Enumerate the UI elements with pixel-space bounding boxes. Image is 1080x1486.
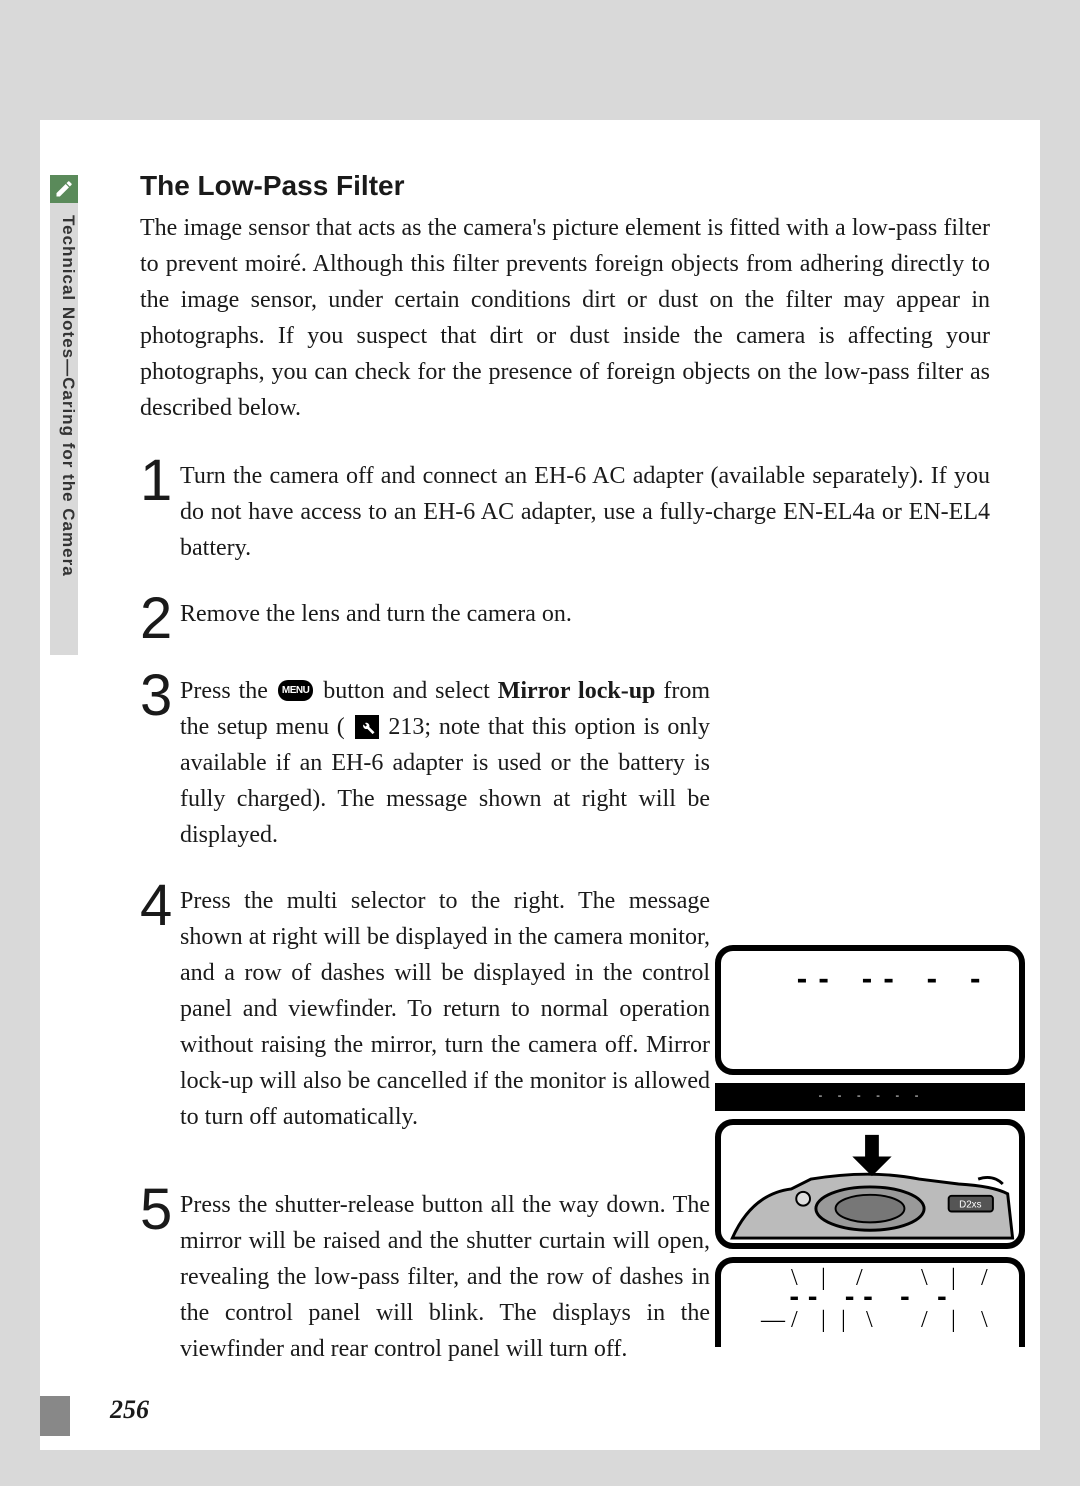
step-number: 1 (140, 456, 180, 505)
lcd-blink-figure: -- -- - - \ | / \ | / — / | | \ / | \ (715, 1257, 1025, 1347)
lcd-panel-figure: -- -- - - (715, 945, 1025, 1075)
sidebar-label: Technical Notes—Caring for the Camera (50, 210, 78, 650)
step-number: 3 (140, 671, 180, 720)
step-text: Press the multi selector to the right. T… (180, 881, 710, 1135)
page-edge-tab (40, 1396, 70, 1436)
page-number: 256 (110, 1395, 149, 1425)
step-3: 3 Press the MENU button and select Mirro… (140, 671, 990, 853)
step-text: Turn the camera off and connect an EH-6 … (180, 456, 990, 566)
viewfinder-bar-figure: - - - - - - (715, 1083, 1025, 1111)
setup-wrench-icon (355, 715, 379, 739)
camera-top-figure: D2xs (715, 1119, 1025, 1249)
step-1: 1 Turn the camera off and connect an EH-… (140, 456, 990, 566)
sidebar-icon (50, 175, 78, 203)
section-title: The Low-Pass Filter (140, 170, 990, 202)
lcd-dashes: -- -- - - (794, 965, 989, 995)
step-number: 4 (140, 881, 180, 930)
figure-area: -- -- - - - - - - - - D2xs -- -- - - \ |… (715, 945, 1025, 1347)
step-number: 2 (140, 594, 180, 643)
step-2: 2 Remove the lens and turn the camera on… (140, 594, 990, 643)
step-text: Press the MENU button and select Mirror … (180, 671, 710, 853)
step-text: Remove the lens and turn the camera on. (180, 594, 990, 632)
step-number: 5 (140, 1185, 180, 1234)
svg-text:D2xs: D2xs (959, 1200, 981, 1211)
step-text: Press the shutter-release button all the… (180, 1185, 710, 1367)
menu-button-icon: MENU (278, 680, 313, 701)
intro-paragraph: The image sensor that acts as the camera… (140, 210, 990, 426)
